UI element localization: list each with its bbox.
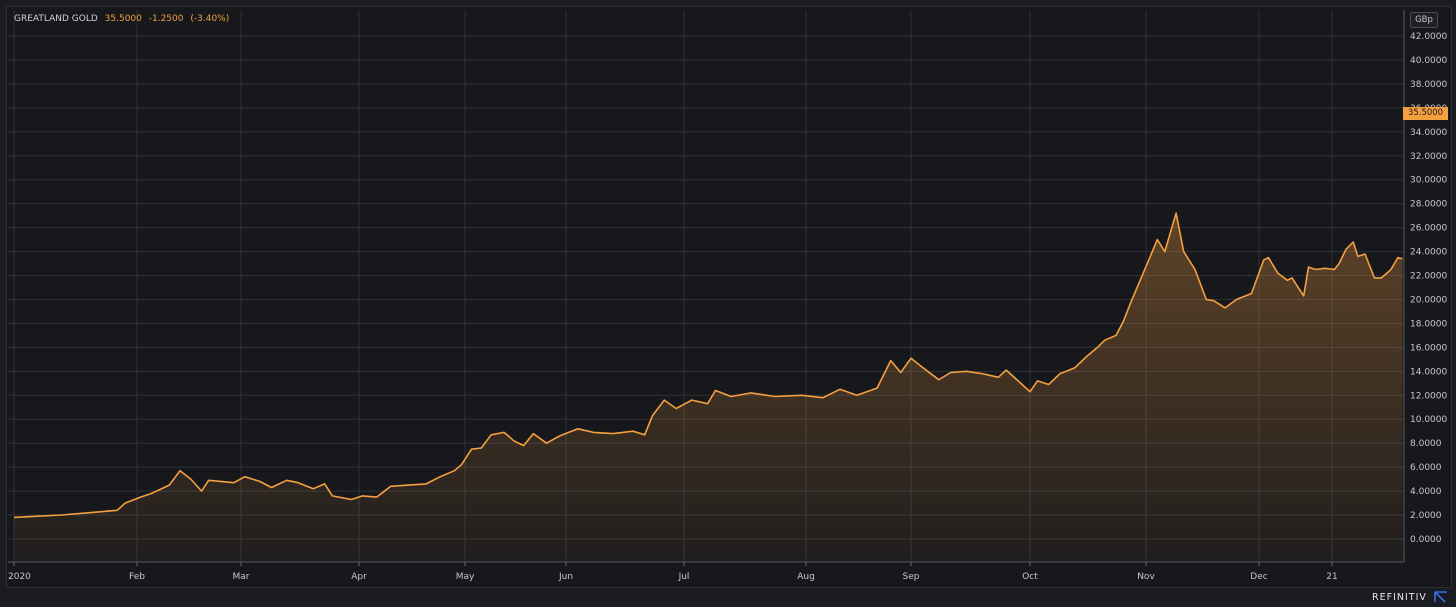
y-tick-label: 14.0000 [1410, 367, 1447, 377]
y-tick-label: 34.0000 [1410, 128, 1447, 138]
x-tick-label: Jun [558, 572, 573, 582]
price-change: -1.2500 [148, 14, 184, 24]
y-tick-label: 24.0000 [1410, 248, 1447, 258]
y-tick-label: 12.0000 [1410, 391, 1447, 401]
refinitiv-logo-icon [1434, 591, 1447, 603]
y-tick-label: 42.0000 [1410, 32, 1447, 42]
x-tick-label: May [456, 572, 475, 582]
y-tick-label: 0.0000 [1410, 535, 1442, 545]
instrument-name: GREATLAND GOLD [14, 14, 98, 24]
y-tick-label: 16.0000 [1410, 343, 1447, 353]
x-tick-label: Nov [1137, 572, 1155, 582]
series-area-fill [14, 213, 1403, 562]
y-tick-label: 10.0000 [1410, 415, 1447, 425]
x-tick-label: Dec [1250, 572, 1267, 582]
y-tick-label: 28.0000 [1410, 200, 1447, 210]
x-tick-label: Feb [129, 572, 145, 582]
x-tick-label: 2020 [8, 572, 31, 582]
x-tick-label: Sep [903, 572, 920, 582]
x-tick-label: 21 [1326, 572, 1337, 582]
x-tick-label: Oct [1022, 572, 1038, 582]
y-tick-label: 26.0000 [1410, 224, 1447, 234]
x-tick-label: Jul [678, 572, 690, 582]
y-tick-label: 22.0000 [1410, 272, 1447, 282]
last-price-badge: 35.5000 [1403, 107, 1448, 120]
x-tick-label: Aug [797, 572, 815, 582]
y-tick-label: 20.0000 [1410, 295, 1447, 305]
x-tick-label: Mar [233, 572, 250, 582]
y-tick-label: 8.0000 [1410, 439, 1442, 449]
y-tick-label: 38.0000 [1410, 80, 1447, 90]
instrument-header: GREATLAND GOLD 35.5000 -1.2500 (-3.40%) [14, 14, 233, 24]
series-line [13, 212, 1403, 519]
y-tick-label: 32.0000 [1410, 152, 1447, 162]
y-tick-label: 40.0000 [1410, 56, 1447, 66]
y-tick-label: 2.0000 [1410, 511, 1442, 521]
last-price: 35.5000 [104, 14, 142, 24]
brand-logo-text: REFINITIV [1372, 592, 1427, 603]
currency-unit-button[interactable]: GBp [1410, 12, 1438, 28]
y-tick-label: 30.0000 [1410, 176, 1447, 186]
y-tick-label: 6.0000 [1410, 463, 1442, 473]
x-tick-label: Apr [351, 572, 367, 582]
y-tick-label: 4.0000 [1410, 487, 1442, 497]
y-tick-label: 18.0000 [1410, 319, 1447, 329]
price-change-pct: (-3.40%) [190, 14, 230, 24]
